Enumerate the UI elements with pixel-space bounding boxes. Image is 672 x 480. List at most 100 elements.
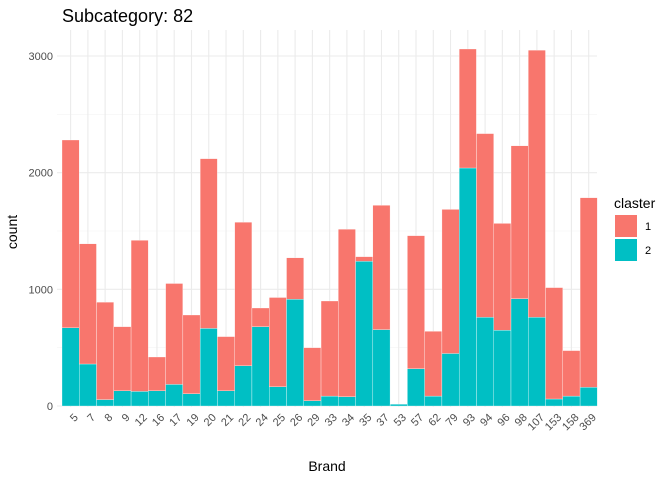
bar-29-claster-1 — [303, 347, 322, 401]
x-tick-label: 8 — [103, 412, 116, 425]
x-tick-label: 26 — [288, 412, 305, 429]
bar-96-claster-1 — [493, 223, 512, 331]
y-axis-title: count — [4, 215, 20, 249]
x-tick-label: 21 — [219, 412, 236, 429]
bar-26-claster-2 — [286, 299, 304, 407]
bar-25-claster-1 — [269, 297, 287, 387]
bar-17-claster-1 — [165, 283, 183, 385]
bar-94-claster-1 — [476, 133, 494, 318]
x-tick-label: 5 — [68, 412, 81, 425]
bars — [61, 48, 598, 407]
bar-7-claster-2 — [79, 363, 97, 407]
x-tick-label: 96 — [495, 412, 512, 429]
bar-57-claster-1 — [407, 235, 425, 369]
bar-26-claster-1 — [286, 257, 304, 300]
bar-158-claster-1 — [562, 350, 581, 397]
legend-key-1 — [615, 215, 637, 237]
bar-94-claster-2 — [476, 317, 494, 407]
bar-153-claster-2 — [545, 398, 563, 407]
bar-98-claster-2 — [510, 298, 529, 407]
x-tick-label: 19 — [185, 412, 202, 429]
y-tick-label: 3000 — [29, 51, 53, 63]
legend-key-2 — [615, 239, 637, 261]
bar-53-claster-2 — [389, 404, 408, 407]
legend: claster 1 2 — [614, 195, 656, 261]
x-tick-label: 62 — [426, 412, 443, 429]
y-axis-ticks: 0 1000 2000 3000 — [29, 51, 53, 413]
bar-29-claster-2 — [303, 400, 322, 407]
bar-19-claster-2 — [182, 393, 201, 407]
x-tick-label: 37 — [375, 412, 392, 429]
bar-21-claster-1 — [217, 336, 235, 391]
x-tick-label: 94 — [478, 412, 495, 429]
bar-24-claster-1 — [251, 307, 270, 327]
bar-96-claster-2 — [493, 330, 512, 407]
bar-16-claster-1 — [148, 356, 166, 391]
x-tick-label: 24 — [254, 412, 271, 429]
x-tick-label: 93 — [461, 412, 478, 429]
bar-369-claster-1 — [579, 197, 598, 388]
bar-8-claster-2 — [96, 399, 114, 407]
x-axis-ticks: 5 7 8 9 12 16 17 19 20 21 22 24 25 26 29 33 34 35 37 53 57 62… — [68, 412, 599, 433]
bar-9-claster-2 — [113, 390, 132, 407]
chart-title: Subcategory: 82 — [62, 6, 193, 26]
legend-title: claster — [614, 195, 656, 211]
bar-5-claster-1 — [61, 139, 80, 328]
bar-107-claster-1 — [528, 50, 546, 318]
y-tick-label: 1000 — [29, 284, 53, 296]
x-tick-label: 22 — [236, 412, 253, 429]
bar-34-claster-2 — [338, 396, 356, 407]
x-tick-label: 57 — [409, 412, 426, 429]
x-axis-title: Brand — [308, 458, 345, 474]
bar-34-claster-1 — [338, 229, 356, 397]
bar-57-claster-2 — [407, 368, 425, 407]
x-tick-label: 79 — [444, 412, 461, 429]
bar-35-claster-2 — [355, 261, 373, 407]
bar-79-claster-2 — [441, 353, 460, 407]
bar-16-claster-2 — [148, 390, 166, 407]
bar-22-claster-1 — [234, 222, 253, 366]
bar-37-claster-2 — [372, 329, 391, 407]
bar-79-claster-1 — [441, 209, 460, 354]
bar-107-claster-2 — [528, 317, 546, 407]
x-tick-label: 12 — [133, 412, 150, 429]
bar-62-claster-1 — [424, 331, 443, 397]
bar-93-claster-2 — [459, 167, 477, 407]
x-tick-label: 20 — [202, 412, 219, 429]
bar-21-claster-2 — [217, 390, 235, 407]
bar-12-claster-2 — [130, 391, 149, 407]
bar-158-claster-2 — [562, 395, 581, 407]
bar-37-claster-1 — [372, 205, 391, 330]
bar-62-claster-2 — [424, 395, 443, 407]
x-tick-label: 34 — [340, 412, 357, 429]
bar-20-claster-1 — [200, 158, 218, 329]
bar-24-claster-2 — [251, 326, 270, 407]
legend-label-1: 1 — [645, 221, 651, 233]
x-tick-label: 25 — [271, 412, 288, 429]
bar-93-claster-1 — [459, 48, 477, 169]
bar-25-claster-2 — [269, 386, 287, 407]
bar-12-claster-1 — [130, 240, 149, 392]
x-tick-label: 29 — [305, 412, 322, 429]
x-tick-label: 7 — [85, 412, 98, 425]
x-tick-label: 35 — [357, 412, 374, 429]
x-tick-label: 16 — [150, 412, 167, 429]
bar-7-claster-1 — [79, 243, 97, 365]
x-tick-label: 369 — [577, 412, 598, 433]
x-tick-label: 53 — [392, 412, 409, 429]
x-tick-label: 33 — [323, 412, 340, 429]
bar-19-claster-1 — [182, 314, 201, 394]
bar-8-claster-1 — [96, 302, 114, 400]
bar-5-claster-2 — [61, 327, 80, 407]
x-tick-label: 9 — [120, 412, 133, 425]
bar-17-claster-2 — [165, 384, 183, 407]
bar-22-claster-2 — [234, 365, 253, 407]
bar-153-claster-1 — [545, 287, 563, 400]
y-tick-label: 2000 — [29, 168, 53, 180]
legend-label-2: 2 — [645, 245, 651, 257]
bar-33-claster-2 — [320, 395, 339, 407]
bar-369-claster-2 — [579, 387, 598, 407]
bar-9-claster-1 — [113, 326, 132, 391]
x-tick-label: 17 — [167, 412, 184, 429]
bar-35-claster-1 — [355, 256, 373, 262]
